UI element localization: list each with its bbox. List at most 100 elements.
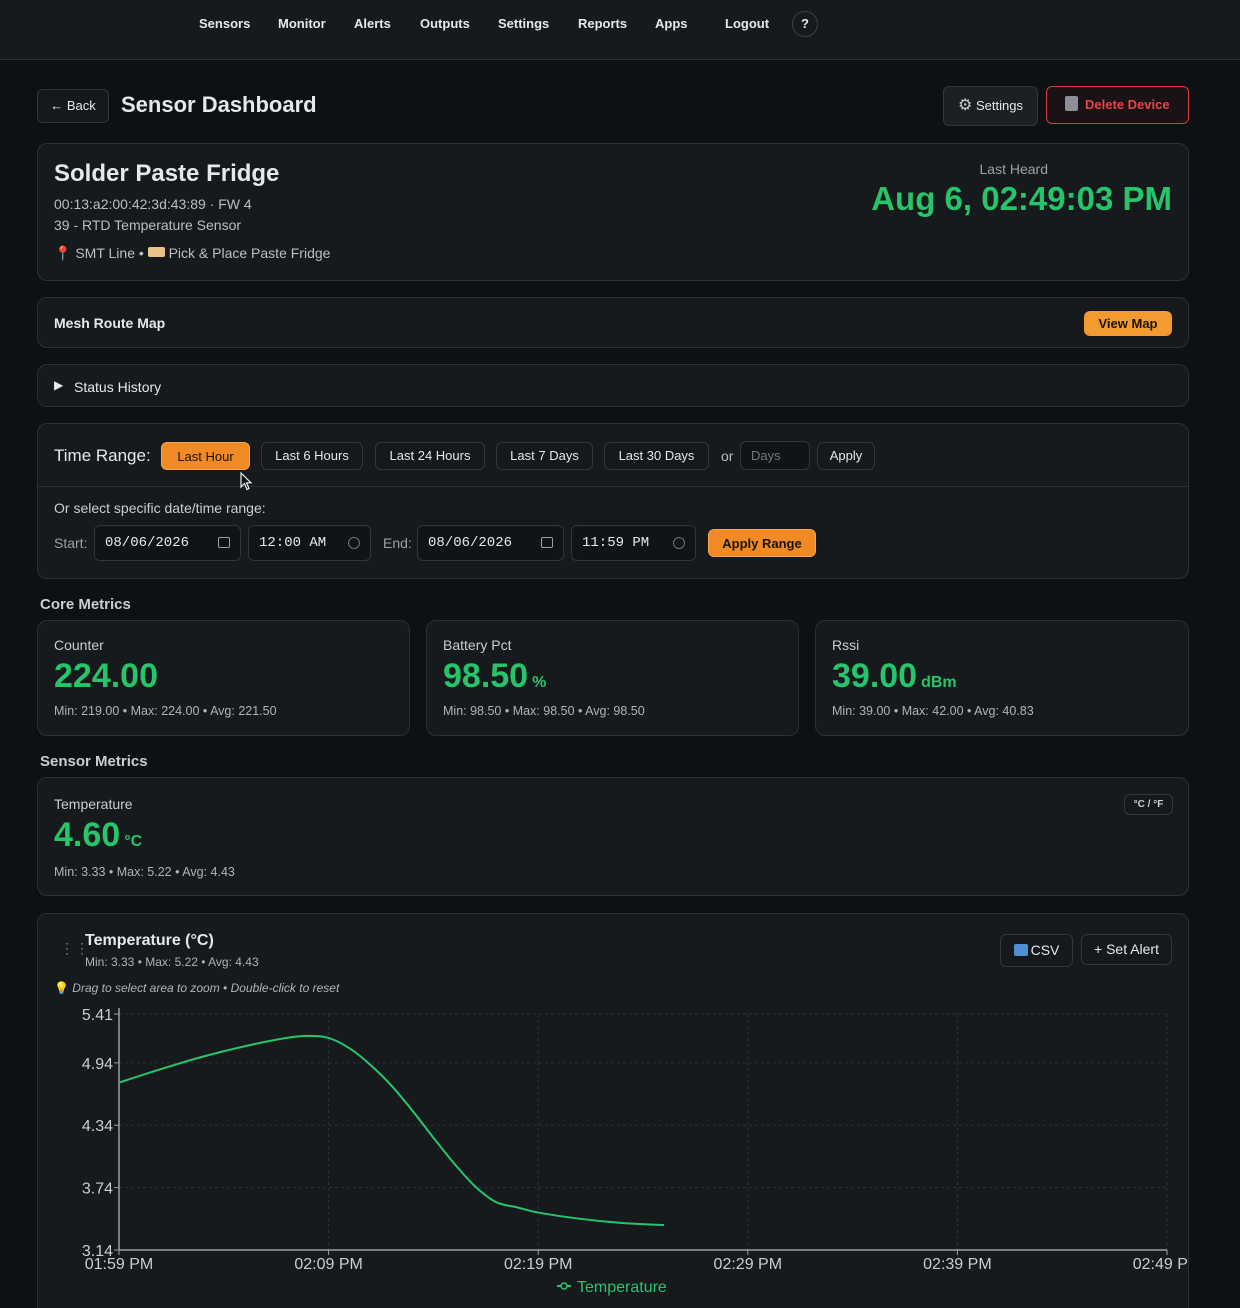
metric-card-battery: Battery Pct 98.50% Min: 98.50 • Max: 98.…: [426, 620, 799, 736]
lightbulb-icon: 💡: [54, 981, 69, 995]
metric-unit: dBm: [921, 674, 957, 691]
clock-icon: [673, 537, 685, 549]
legend-swatch-marker: [560, 1282, 568, 1290]
device-info-card: Solder Paste Fridge 00:13:a2:00:42:3d:43…: [37, 143, 1189, 281]
location-pin-icon: 📍: [54, 245, 72, 261]
device-location-row: 📍 SMT Line • Pick & Place Paste Fridge: [54, 245, 330, 262]
nav-outputs[interactable]: Outputs: [420, 16, 470, 31]
chart-hint-text: Drag to select area to zoom • Double-cli…: [72, 981, 340, 995]
start-time-input[interactable]: 12:00 AM: [248, 525, 371, 561]
delete-device-button[interactable]: Delete Device: [1046, 86, 1189, 124]
range-last-hour[interactable]: Last Hour: [161, 442, 250, 470]
metric-card-temperature: Temperature 4.60 °C Min: 3.33 • Max: 5.22…: [37, 777, 1189, 896]
legend-label: Temperature: [577, 1279, 667, 1296]
device-location: SMT Line: [75, 245, 135, 261]
help-button[interactable]: ?: [792, 11, 818, 37]
csv-label: CSV: [1030, 942, 1060, 958]
chart-ytick-label: 4.94: [82, 1056, 113, 1073]
temperature-chart-card: ⋮⋮ Temperature (°C) Min: 3.33 • Max: 5.2…: [37, 913, 1189, 1308]
back-button[interactable]: ← Back: [37, 89, 109, 123]
metric-unit: %: [532, 674, 547, 691]
metric-value: 224.00: [54, 657, 162, 696]
metric-value: 4.60 °C: [54, 816, 142, 855]
days-apply-button[interactable]: Apply: [817, 442, 875, 470]
top-nav: Sensors Monitor Alerts Outputs Settings …: [0, 0, 1240, 60]
settings-button-label: Settings: [975, 98, 1023, 113]
end-date-value: 08/06/2026: [428, 535, 513, 551]
start-date-value: 08/06/2026: [105, 535, 190, 551]
mouse-cursor-icon: [240, 472, 253, 491]
specific-range-label: Or select specific date/time range:: [54, 500, 266, 516]
page-title: Sensor Dashboard: [121, 92, 317, 117]
csv-button[interactable]: CSV: [1000, 934, 1073, 967]
metric-stats: Min: 3.33 • Max: 5.22 • Avg: 4.43: [54, 865, 235, 879]
trash-icon: [1065, 96, 1079, 111]
time-range-label: Time Range:: [54, 446, 151, 465]
start-date-input[interactable]: 08/06/2026: [94, 525, 241, 561]
start-label: Start:: [54, 535, 88, 551]
drag-handle-icon[interactable]: ⋮⋮: [60, 940, 90, 956]
chart-xtick-label: 01:59 PM: [85, 1256, 153, 1273]
chart-hint: 💡 Drag to select area to zoom • Double-c…: [54, 981, 339, 995]
metric-stats: Min: 39.00 • Max: 42.00 • Avg: 40.83: [832, 704, 1034, 718]
time-range-card: Time Range: Last Hour Last 6 Hours Last …: [37, 423, 1189, 579]
calendar-icon: [541, 537, 553, 548]
range-last-7-days[interactable]: Last 7 Days: [496, 442, 593, 470]
clock-icon: [348, 537, 360, 549]
days-input[interactable]: [740, 441, 810, 470]
nav-settings[interactable]: Settings: [498, 16, 550, 31]
nav-monitor[interactable]: Monitor: [278, 16, 326, 31]
tag-icon: [147, 247, 165, 257]
metric-number: 224.00: [54, 657, 158, 695]
metric-unit: °C: [124, 833, 143, 850]
metric-label: Rssi: [832, 637, 860, 653]
last-heard-value: Aug 6, 02:49:03 PM: [871, 180, 1172, 217]
apply-range-button[interactable]: Apply Range: [708, 529, 816, 557]
nav-logout[interactable]: Logout: [725, 16, 770, 31]
metric-label: Counter: [54, 637, 104, 653]
nav-reports[interactable]: Reports: [578, 16, 628, 31]
nav-sensors[interactable]: Sensors: [199, 16, 251, 31]
chart-xtick-label: 02:19 PM: [504, 1256, 572, 1273]
chart-title: Temperature (°C): [85, 932, 214, 949]
expand-triangle-icon: ▶: [54, 378, 64, 392]
chart-xtick-label: 02:39 PM: [923, 1256, 991, 1273]
or-label: or: [721, 448, 734, 464]
set-alert-button[interactable]: + Set Alert: [1081, 934, 1172, 965]
device-mac-fw: 00:13:a2:00:42:3d:43:89 · FW 4: [54, 196, 252, 212]
end-label: End:: [383, 535, 412, 551]
range-last-6-hours[interactable]: Last 6 Hours: [261, 442, 363, 470]
chart-ytick-label: 3.14: [82, 1243, 113, 1260]
nav-alerts[interactable]: Alerts: [354, 16, 391, 31]
chart-ytick-label: 4.34: [82, 1118, 113, 1135]
mesh-route-card: Mesh Route Map View Map: [37, 297, 1189, 348]
metric-stats: Min: 98.50 • Max: 98.50 • Avg: 98.50: [443, 704, 645, 718]
range-last-30-days[interactable]: Last 30 Days: [604, 442, 709, 470]
view-map-button[interactable]: View Map: [1084, 311, 1172, 336]
device-name: Solder Paste Fridge: [54, 160, 280, 187]
settings-button[interactable]: ⚙ Settings: [943, 86, 1038, 126]
status-history-label: Status History: [74, 379, 162, 395]
download-tray-icon: [1013, 944, 1028, 956]
range-last-24-hours[interactable]: Last 24 Hours: [375, 442, 485, 470]
metric-card-counter: Counter 224.00 Min: 219.00 • Max: 224.00…: [37, 620, 410, 736]
gear-icon: ⚙: [958, 97, 973, 114]
delete-device-label: Delete Device: [1085, 97, 1170, 112]
device-tag: Pick & Place Paste Fridge: [168, 245, 331, 261]
metric-value: 39.00 dBm: [832, 657, 957, 696]
end-date-input[interactable]: 08/06/2026: [417, 525, 564, 561]
sensor-metrics-title: Sensor Metrics: [40, 753, 148, 770]
nav-apps[interactable]: Apps: [655, 16, 688, 31]
status-history-toggle[interactable]: ▶ Status History: [37, 364, 1189, 407]
chart-ytick-label: 3.74: [82, 1181, 113, 1198]
divider: [38, 486, 1188, 487]
metric-card-rssi: Rssi 39.00 dBm Min: 39.00 • Max: 42.00 • …: [815, 620, 1189, 736]
metric-value: 98.50%: [443, 657, 546, 696]
end-time-input[interactable]: 11:59 PM: [571, 525, 696, 561]
metric-number: 4.60: [54, 816, 121, 854]
metric-number: 98.50: [443, 657, 529, 695]
metric-number: 39.00: [832, 657, 918, 695]
end-time-value: 11:59 PM: [582, 535, 650, 551]
unit-toggle-button[interactable]: °C / °F: [1124, 794, 1173, 815]
